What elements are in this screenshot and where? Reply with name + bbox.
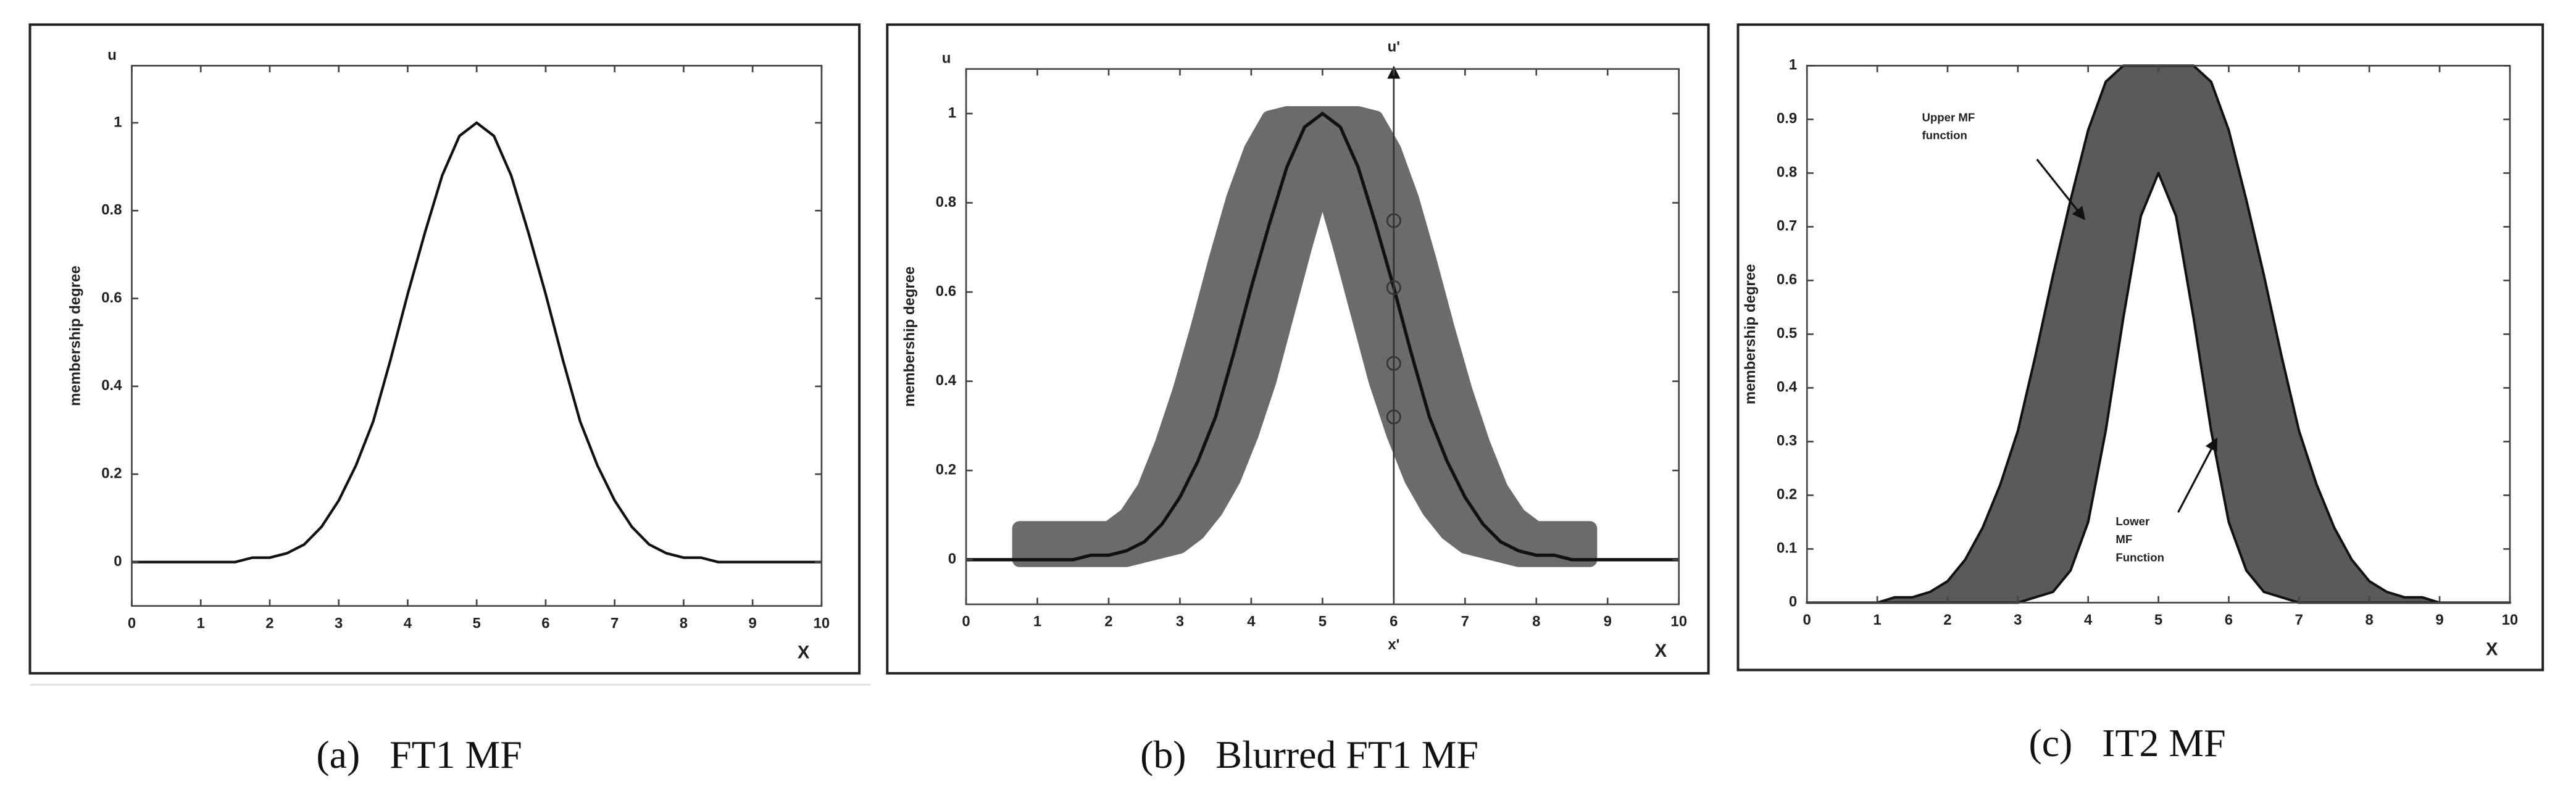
y-tick-label: 0.8 xyxy=(1777,164,1797,181)
y-tick-label: 1 xyxy=(948,104,956,121)
marker xyxy=(1386,213,1401,228)
y-symbol: u xyxy=(107,47,117,64)
series-line xyxy=(131,121,822,564)
x-tick-label: 3 xyxy=(2014,612,2022,628)
y-tick-label: 0.9 xyxy=(1777,110,1797,127)
y-tick-label: 0.1 xyxy=(1777,540,1797,557)
y-tick-label: 1 xyxy=(1789,57,1797,73)
annotation: Function xyxy=(2115,551,2164,564)
x-tick-label: 10 xyxy=(814,615,830,631)
y-axis-label: membership degree xyxy=(901,267,918,407)
annotation: MF xyxy=(2115,533,2132,546)
x-tick-label: 4 xyxy=(1247,614,1256,630)
x-tick-label: 9 xyxy=(749,615,757,631)
x-axis-label: X xyxy=(2486,639,2498,659)
x-tick-label: 0 xyxy=(1803,612,1811,628)
x-axis-label: X xyxy=(798,643,810,663)
y-axis-label: membership degree xyxy=(1742,264,1759,404)
caption: (b) Blurred FT1 MF xyxy=(1140,733,1478,776)
panel-frame xyxy=(28,23,861,675)
series-line xyxy=(966,111,1679,562)
panel: 0 1 2 3 4 5 6 7 8 9 10 0 0.1 0.2 0.3 0.4 0.5 0.6 0.7 0.8 0.9… xyxy=(1736,23,2545,765)
y-tick-label: 0.4 xyxy=(101,377,122,394)
marker xyxy=(1386,409,1401,425)
x-tick-label: 9 xyxy=(1604,614,1612,630)
x-tick-label: 5 xyxy=(1319,614,1327,630)
x-tick-label: 0 xyxy=(128,615,136,631)
y-tick-label: 0 xyxy=(1789,594,1797,610)
x-tick-label: 4 xyxy=(2084,612,2093,628)
x-tick-label: 3 xyxy=(335,615,343,631)
x-tick-label: 0 xyxy=(962,614,970,630)
marker xyxy=(1386,280,1401,295)
y-tick-label: 0.6 xyxy=(936,283,956,299)
x-tick-label: 10 xyxy=(1670,614,1687,630)
y-tick-label: 0.2 xyxy=(1777,486,1797,503)
y-tick-label: 0.5 xyxy=(1777,325,1797,342)
x-tick-label: 5 xyxy=(473,615,481,631)
annotation: function xyxy=(1922,129,1967,142)
annotation-arrow xyxy=(2036,159,2086,220)
x-tick-label: 10 xyxy=(2502,612,2519,628)
marker xyxy=(1386,356,1401,371)
x-tick-label: 5 xyxy=(2154,612,2162,628)
x-tick-label: 3 xyxy=(1176,614,1184,630)
x-tick-label: 7 xyxy=(611,615,619,631)
x-tick-label: 7 xyxy=(2295,612,2303,628)
y-tick-label: 0.3 xyxy=(1777,433,1797,449)
annotation: Upper MF xyxy=(1922,110,1975,123)
x-tick-label: 6 xyxy=(1390,614,1398,630)
x-tick-label: 8 xyxy=(680,615,688,631)
x-tick-label: 8 xyxy=(1532,614,1540,630)
x-tick-label: 4 xyxy=(404,615,412,631)
y-tick-label: 0.2 xyxy=(936,462,956,478)
x-tick-label: 6 xyxy=(541,615,549,631)
x-tick-label: 8 xyxy=(2366,612,2374,628)
x-tick-label: 2 xyxy=(1943,612,1951,628)
vline-label: u' xyxy=(1388,38,1400,55)
y-tick-label: 0 xyxy=(948,551,956,567)
y-tick-label: 0.4 xyxy=(936,372,957,389)
caption: (a) FT1 MF xyxy=(316,733,522,776)
x-tick-label: 1 xyxy=(1033,614,1041,630)
y-tick-label: 0.6 xyxy=(1777,272,1797,288)
y-symbol: u xyxy=(942,50,951,67)
panel: u' x' 0 1 2 3 4 5 6 7 8 9 10 0 0.2 0.4 0.6 0.8 1 Xmembershi… xyxy=(886,23,1710,776)
x-tick-label: 9 xyxy=(2435,612,2443,628)
y-tick-label: 0.7 xyxy=(1777,218,1797,235)
caption: (c) IT2 MF xyxy=(2028,721,2225,765)
y-tick-label: 0.6 xyxy=(101,289,122,306)
x-tick-label: 1 xyxy=(1873,612,1881,628)
x-tick-label: 6 xyxy=(2225,612,2233,628)
x-axis-label: X xyxy=(1655,641,1667,661)
x-tick-label: 1 xyxy=(197,615,205,631)
y-tick-label: 1 xyxy=(114,114,122,130)
annotation: Lower xyxy=(2115,515,2149,528)
y-tick-label: 0.8 xyxy=(936,194,956,210)
y-tick-label: 0.8 xyxy=(101,202,122,218)
x-tick-label: 2 xyxy=(265,615,273,631)
y-tick-label: 0.4 xyxy=(1777,379,1798,396)
vline-x-label: x' xyxy=(1388,636,1399,653)
annotation-arrow xyxy=(2177,437,2217,513)
y-tick-label: 0.2 xyxy=(101,465,122,482)
y-tick-label: 0 xyxy=(114,553,122,570)
x-tick-label: 7 xyxy=(1461,614,1469,630)
y-axis-label: membership degree xyxy=(67,265,83,406)
x-tick-label: 2 xyxy=(1104,614,1112,630)
